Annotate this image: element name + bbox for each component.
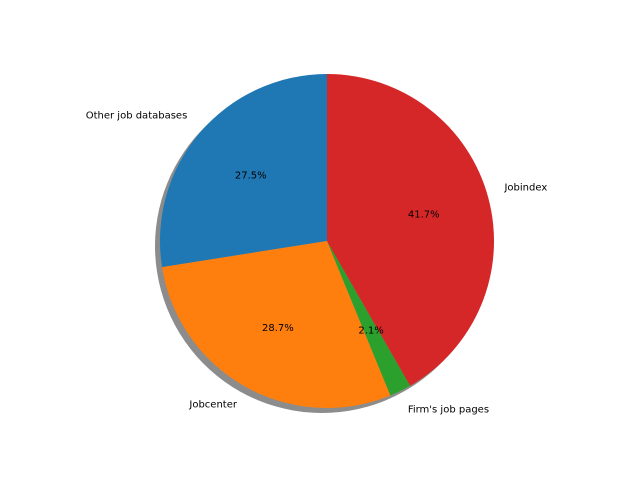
slice-label-firm-s-job-pages: Firm's job pages <box>408 404 489 415</box>
slice-percent-firm-s-job-pages: 2.1% <box>358 325 383 336</box>
pie-slice-jobindex <box>327 74 495 386</box>
slice-percent-jobindex: 41.7% <box>408 210 440 221</box>
pie-slice-other-job-databases <box>160 74 327 268</box>
pie-slice-firm-s-job-pages <box>327 241 411 396</box>
slice-percent-other-job-databases: 27.5% <box>235 170 267 181</box>
slice-label-other-job-databases: Other job databases <box>86 111 188 122</box>
slice-label-jobindex: Jobindex <box>503 183 547 194</box>
slice-label-jobcenter: Jobcenter <box>188 400 237 411</box>
pie-labels: Other job databases 27.5% Jobcenter 28.7% Fi… <box>86 111 548 416</box>
pie-slice-jobcenter <box>162 241 391 408</box>
pie-slices <box>160 74 495 408</box>
slice-percent-jobcenter: 28.7% <box>262 323 294 334</box>
